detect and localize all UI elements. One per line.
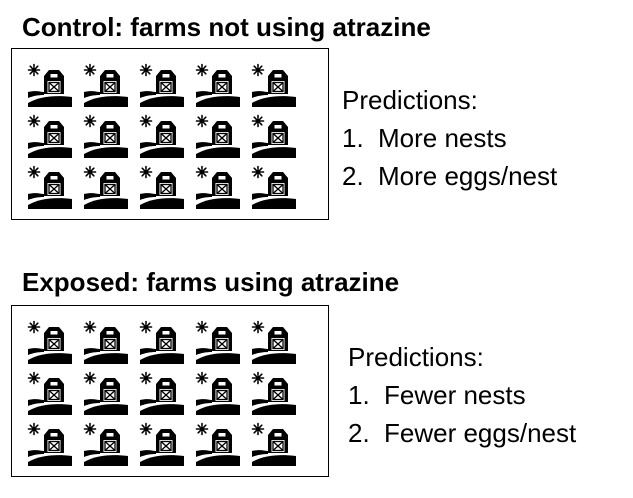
farm-icon bbox=[250, 62, 298, 110]
control-predictions-heading: Predictions: bbox=[342, 85, 478, 115]
exposed-farm-box bbox=[11, 305, 329, 477]
prediction-text: Fewer eggs/nest bbox=[384, 418, 577, 448]
farm-icon bbox=[194, 62, 242, 110]
farm-icon bbox=[26, 421, 74, 469]
exposed-predictions-heading: Predictions: bbox=[348, 342, 484, 372]
control-group-title: Control: farms not using atrazine bbox=[22, 12, 431, 42]
control-predictions: Predictions: 1. More nests 2. More eggs/… bbox=[342, 81, 557, 195]
farm-icon bbox=[26, 370, 74, 418]
exposed-predictions: Predictions: 1. Fewer nests 2. Fewer egg… bbox=[348, 338, 576, 452]
prediction-item: 2. More eggs/nest bbox=[342, 157, 557, 195]
prediction-item: 1. Fewer nests bbox=[348, 376, 576, 414]
farm-icon bbox=[194, 319, 242, 367]
prediction-number: 2. bbox=[342, 161, 364, 191]
control-farm-grid bbox=[26, 62, 298, 212]
farm-icon bbox=[250, 370, 298, 418]
prediction-text: More nests bbox=[378, 123, 507, 153]
exposed-group-title: Exposed: farms using atrazine bbox=[22, 267, 400, 297]
farm-icon bbox=[138, 62, 186, 110]
farm-icon bbox=[82, 319, 130, 367]
farm-icon bbox=[82, 370, 130, 418]
farm-icon bbox=[250, 113, 298, 161]
prediction-number: 2. bbox=[348, 418, 370, 448]
farm-icon bbox=[194, 164, 242, 212]
control-predictions-list: 1. More nests 2. More eggs/nest bbox=[342, 119, 557, 195]
farm-icon bbox=[194, 113, 242, 161]
prediction-item: 1. More nests bbox=[342, 119, 557, 157]
farm-icon bbox=[26, 62, 74, 110]
farm-icon bbox=[138, 319, 186, 367]
farm-icon bbox=[250, 164, 298, 212]
farm-icon bbox=[82, 113, 130, 161]
prediction-number: 1. bbox=[342, 123, 364, 153]
control-farm-box bbox=[11, 48, 329, 220]
prediction-number: 1. bbox=[348, 380, 370, 410]
farm-icon bbox=[138, 164, 186, 212]
farm-icon bbox=[26, 113, 74, 161]
exposed-farm-grid bbox=[26, 319, 298, 469]
farm-icon bbox=[138, 370, 186, 418]
farm-icon bbox=[194, 421, 242, 469]
farm-icon bbox=[82, 421, 130, 469]
farm-icon bbox=[138, 113, 186, 161]
farm-icon bbox=[26, 164, 74, 212]
prediction-text: More eggs/nest bbox=[378, 161, 558, 191]
prediction-item: 2. Fewer eggs/nest bbox=[348, 414, 576, 452]
farm-icon bbox=[194, 370, 242, 418]
farm-icon bbox=[82, 164, 130, 212]
prediction-text: Fewer nests bbox=[384, 380, 526, 410]
farm-icon bbox=[250, 319, 298, 367]
farm-icon bbox=[138, 421, 186, 469]
farm-icon bbox=[82, 62, 130, 110]
farm-icon bbox=[26, 319, 74, 367]
exposed-predictions-list: 1. Fewer nests 2. Fewer eggs/nest bbox=[348, 376, 576, 452]
farm-icon bbox=[250, 421, 298, 469]
